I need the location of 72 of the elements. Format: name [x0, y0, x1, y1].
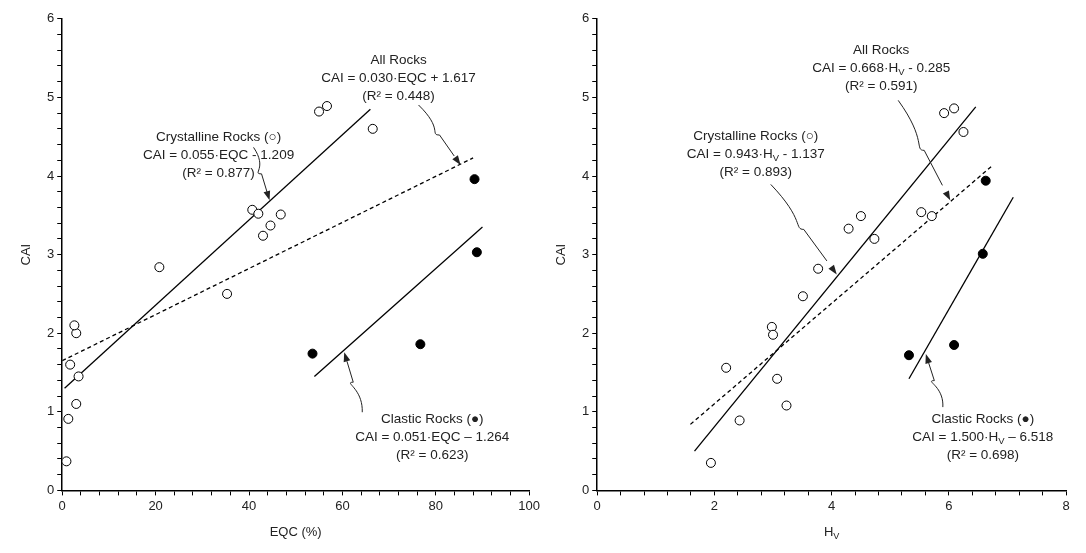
x-tick-label: 8 — [1062, 497, 1070, 513]
point — [766, 321, 777, 332]
x-tick-label: 6 — [945, 497, 953, 513]
y-tick-label: 0 — [47, 481, 55, 497]
point — [781, 400, 792, 411]
point — [71, 398, 82, 409]
point — [62, 456, 72, 467]
point — [253, 208, 264, 219]
point — [772, 373, 783, 384]
point — [222, 288, 233, 299]
point — [869, 233, 880, 244]
y-tick-label: 1 — [47, 403, 55, 419]
y-tick-label: 4 — [47, 167, 55, 183]
point — [69, 320, 80, 331]
y-tick-label: 2 — [47, 324, 55, 340]
y-axis-title: CAI — [17, 243, 33, 266]
x-tick-label: 100 — [518, 497, 541, 513]
point — [768, 329, 779, 340]
point — [813, 263, 824, 274]
y-tick-label: 6 — [47, 10, 55, 26]
point — [265, 220, 276, 231]
point — [843, 223, 854, 234]
point — [321, 101, 332, 112]
y-tick-label: 6 — [582, 10, 590, 26]
x-tick-label: 80 — [428, 497, 443, 513]
point — [471, 247, 482, 258]
point — [415, 339, 426, 350]
point — [939, 108, 950, 119]
x-tick-label: 20 — [148, 497, 163, 513]
annotation: Clastic Rocks (●) CAI = 0.051·EQC – 1.264 (R² = 0.623) — [355, 410, 510, 462]
point — [977, 248, 988, 259]
x-tick-label: 40 — [241, 497, 257, 513]
y-tick-label: 3 — [47, 246, 55, 262]
point — [926, 211, 937, 222]
y-tick-label: 5 — [582, 88, 590, 104]
x-tick-label: 0 — [58, 497, 66, 513]
x-tick-label: 2 — [710, 497, 719, 513]
point — [903, 350, 914, 361]
y-tick-label: 5 — [47, 88, 55, 104]
point — [63, 413, 74, 424]
point — [71, 328, 82, 339]
y-tick-label: 4 — [582, 167, 590, 183]
point — [734, 415, 745, 426]
y-tick-label: 2 — [582, 324, 590, 340]
y-tick-label: 3 — [582, 246, 590, 262]
annotation: Crystalline Rocks (○) CAI = 0.055·EQC - 1.209 (R² = 0.877) — [142, 129, 295, 181]
point — [65, 359, 76, 370]
point — [855, 211, 866, 222]
point — [154, 262, 165, 273]
y-tick-label: 0 — [582, 481, 590, 497]
point — [949, 103, 960, 114]
y-axis-title: CAI — [552, 243, 568, 266]
point — [949, 339, 960, 350]
point — [721, 362, 732, 373]
point — [705, 457, 716, 468]
annotation: All Rocks CAI = 0.030·EQC + 1.617 (R² = 0.448) — [321, 51, 476, 103]
point — [469, 174, 480, 185]
point — [258, 230, 269, 241]
y-tick-label: 1 — [582, 403, 590, 419]
point — [980, 175, 991, 186]
x-axis-title: EQC (%) — [269, 523, 322, 539]
x-tick-label: 4 — [828, 497, 836, 513]
x-tick-label: 0 — [593, 497, 601, 513]
point — [275, 209, 286, 220]
point — [314, 106, 325, 117]
point — [958, 126, 969, 137]
point — [307, 348, 318, 359]
point — [367, 123, 378, 134]
point — [916, 207, 927, 218]
x-tick-label: 60 — [335, 497, 350, 513]
point — [797, 291, 808, 302]
point — [73, 371, 84, 382]
